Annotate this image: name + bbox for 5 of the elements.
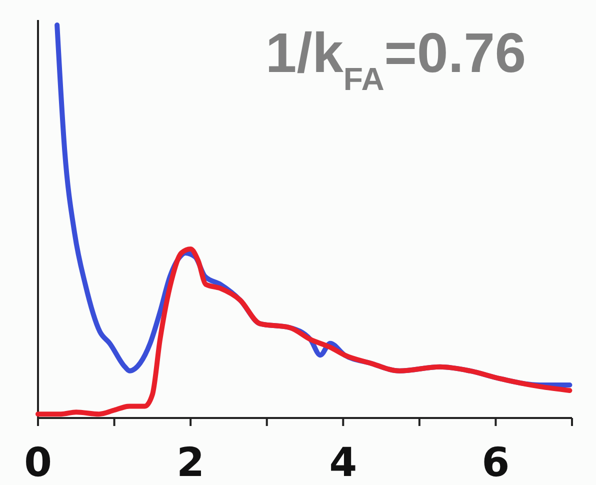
x-tick-label: 4 <box>329 440 358 485</box>
x-tick-label: 6 <box>482 440 510 485</box>
x-tick-label: 2 <box>176 440 204 485</box>
chart-title: 1/k$_{FA}$=0.76 <box>266 21 526 97</box>
x-tick-label: 0 <box>24 440 52 485</box>
